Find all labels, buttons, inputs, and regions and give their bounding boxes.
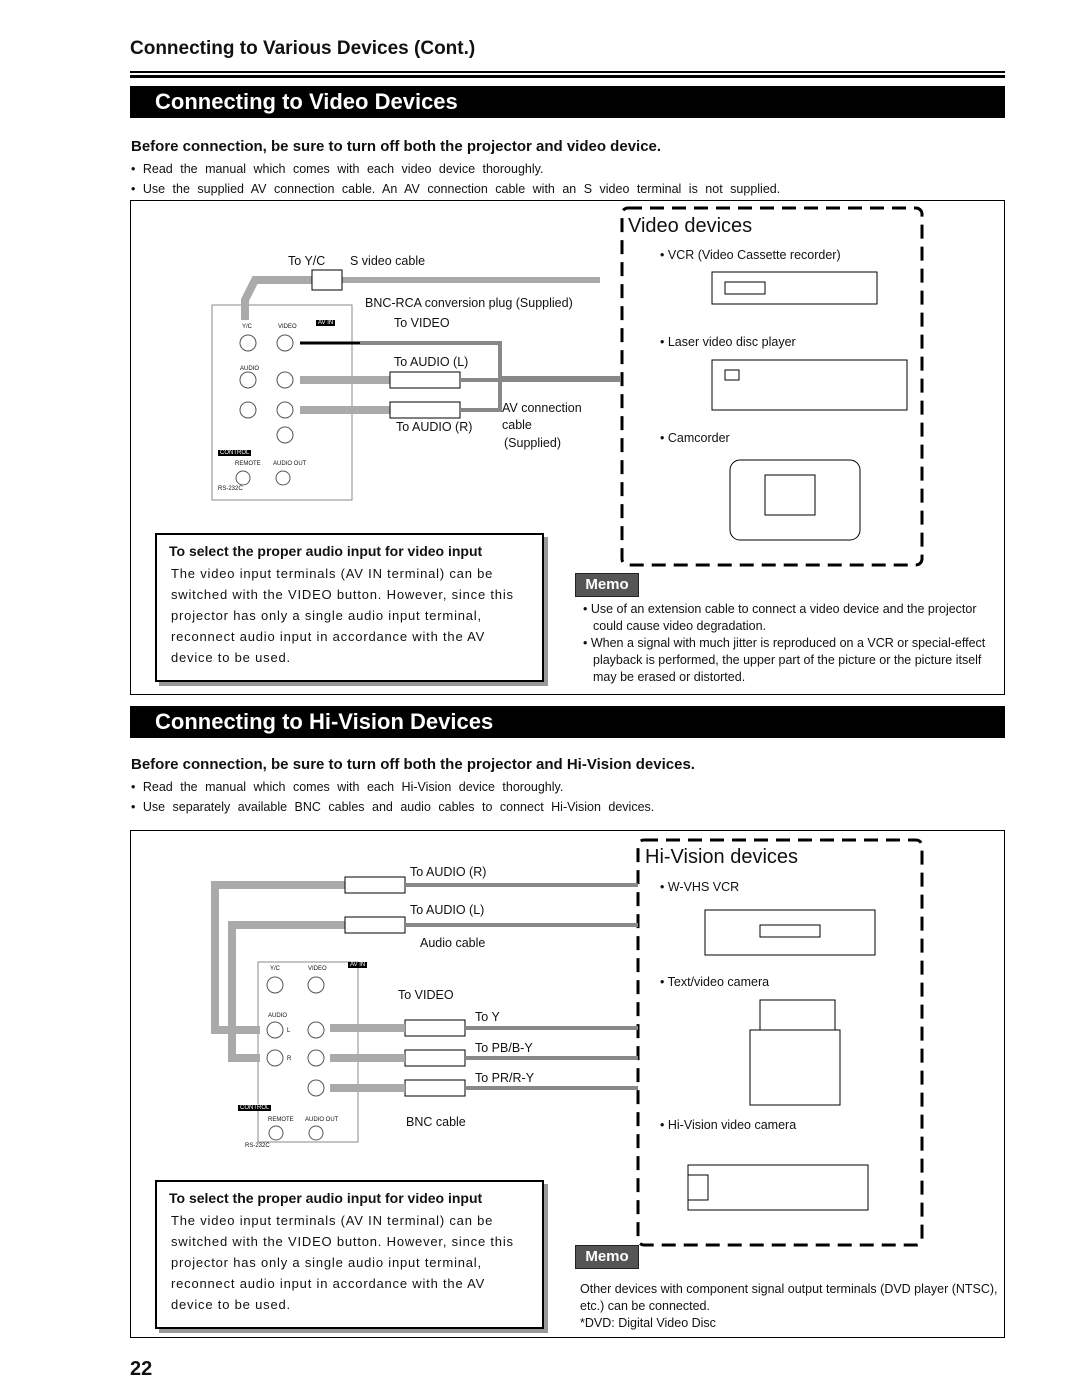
device: • Laser video disc player <box>660 335 796 349</box>
device: • Hi-Vision video camera <box>660 1118 797 1132</box>
label: To VIDEO <box>394 316 450 330</box>
panel-label: AUDIO <box>268 1013 288 1019</box>
note-line: reconnect audio input in accordance with… <box>171 629 486 644</box>
panel-label: AUDIO OUT <box>273 461 307 467</box>
bullet: • Read the manual which comes with each … <box>131 780 564 794</box>
label: To PR/R-Y <box>475 1071 535 1085</box>
frame <box>130 830 1005 1338</box>
device: • W-VHS VCR <box>660 880 740 894</box>
device-name: Text/video camera <box>667 975 770 989</box>
page-number: 22 <box>130 1358 153 1380</box>
panel-label: CONTROL <box>218 450 252 456</box>
label: Audio cable <box>420 936 486 950</box>
panel-label: L <box>287 1028 291 1034</box>
memo-text: • Use of an extension cable to connect a… <box>577 601 997 686</box>
devices-title: Video devices <box>628 215 753 237</box>
frame <box>130 200 1005 695</box>
section-title: Connecting to Hi-Vision Devices <box>130 706 1005 738</box>
panel-label: RS-232C <box>218 486 243 492</box>
bullet: • Read the manual which comes with each … <box>131 162 544 176</box>
panel-label: AV IN <box>316 320 336 326</box>
label: BNC cable <box>406 1115 466 1129</box>
device-name: Laser video disc player <box>667 335 796 349</box>
device-name: W-VHS VCR <box>667 880 740 894</box>
memo-bullet-text: Use of an extension cable to connect a v… <box>590 602 977 633</box>
memo-line: *DVD: Digital Video Disc <box>580 1316 716 1330</box>
panel-label: RS-232C <box>245 1143 270 1149</box>
label: To Y <box>475 1010 500 1024</box>
panel-label: AUDIO OUT <box>305 1117 339 1123</box>
device-icons <box>687 271 908 1211</box>
hivision-diagram <box>211 876 638 1143</box>
note-line: device to be used. <box>171 650 291 665</box>
panel-label: Y/C <box>242 324 253 330</box>
panel-label: R <box>287 1056 292 1062</box>
device: • VCR (Video Cassette recorder) <box>660 248 841 262</box>
devices-title: Hi-Vision devices <box>645 846 799 868</box>
warning: Before connection, be sure to turn off b… <box>131 756 695 773</box>
note-line: switched with the VIDEO button. However,… <box>171 1234 514 1249</box>
memo-badge: Memo <box>575 1245 639 1269</box>
label: AV connection <box>502 401 582 415</box>
label: BNC-RCA conversion plug (Supplied) <box>365 296 573 310</box>
section-title: Connecting to Video Devices <box>130 86 1005 118</box>
memo-line: Other devices with component signal outp… <box>580 1282 998 1313</box>
note-line: device to be used. <box>171 1297 291 1312</box>
note-line: reconnect audio input in accordance with… <box>171 1276 486 1291</box>
note-box: To select the proper audio input for vid… <box>155 1180 544 1329</box>
rule <box>130 71 1005 73</box>
label: To AUDIO (R) <box>410 865 487 879</box>
note-line: The video input terminals (AV IN termina… <box>171 566 494 581</box>
warning: Before connection, be sure to turn off b… <box>131 138 662 155</box>
memo-badge: Memo <box>575 573 639 597</box>
label: To Y/C <box>288 254 326 268</box>
memo-text: Other devices with component signal outp… <box>580 1281 1000 1332</box>
label: S video cable <box>350 254 426 268</box>
label: To VIDEO <box>398 988 454 1002</box>
note-line: The video input terminals (AV IN termina… <box>171 1213 494 1228</box>
note-line: projector has only a single audio input … <box>171 608 482 623</box>
bullet-text: Read the manual which comes with each vi… <box>142 162 544 176</box>
dashed-box <box>636 838 924 1247</box>
panel-label: Y/C <box>270 966 281 972</box>
panel-label: VIDEO <box>308 966 327 972</box>
panel-label: REMOTE <box>235 461 261 467</box>
device-name: Camcorder <box>667 431 730 445</box>
dashed-box <box>620 206 924 567</box>
label: To AUDIO (L) <box>394 355 469 369</box>
page-title: Connecting to Various Devices (Cont.) <box>130 38 476 59</box>
panel-label: VIDEO <box>278 324 297 330</box>
label: (Supplied) <box>504 436 561 450</box>
note-line: switched with the VIDEO button. However,… <box>171 587 514 602</box>
device-name: VCR (Video Cassette recorder) <box>667 248 841 262</box>
bullet-text: Use the supplied AV connection cable. An… <box>142 182 781 196</box>
device-name: Hi-Vision video camera <box>667 1118 797 1132</box>
memo-bullet: • When a signal with much jitter is repr… <box>583 636 986 684</box>
note-box: To select the proper audio input for vid… <box>155 533 544 682</box>
bullet: • Use the supplied AV connection cable. … <box>131 182 781 196</box>
rule <box>130 75 1005 78</box>
label: To AUDIO (L) <box>410 903 485 917</box>
video-diagram <box>211 269 620 501</box>
label: cable <box>502 418 532 432</box>
panel-label: AUDIO <box>240 366 260 372</box>
note-title: To select the proper audio input for vid… <box>169 1190 483 1206</box>
device: • Text/video camera <box>660 975 770 989</box>
note-line: projector has only a single audio input … <box>171 1255 482 1270</box>
bullet-text: Read the manual which comes with each Hi… <box>142 780 564 794</box>
note-title: To select the proper audio input for vid… <box>169 543 483 559</box>
panel-label: REMOTE <box>268 1117 294 1123</box>
label: To AUDIO (R) <box>396 420 473 434</box>
memo-bullet: • Use of an extension cable to connect a… <box>583 602 977 633</box>
panel-label: AV IN <box>348 962 368 968</box>
bullet-text: Use separately available BNC cables and … <box>142 800 655 814</box>
memo-bullet-text: When a signal with much jitter is reprod… <box>590 636 986 684</box>
device: • Camcorder <box>660 431 730 445</box>
panel-label: CONTROL <box>238 1105 272 1111</box>
label: To PB/B-Y <box>475 1041 533 1055</box>
bullet: • Use separately available BNC cables an… <box>131 800 655 814</box>
